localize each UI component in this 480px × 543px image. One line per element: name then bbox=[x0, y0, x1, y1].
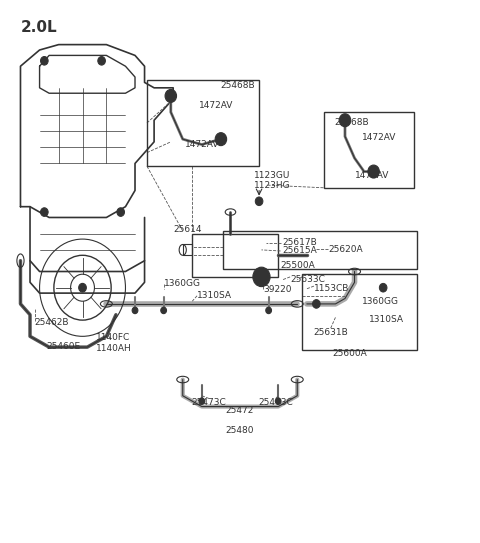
Bar bbox=[302, 274, 417, 350]
Circle shape bbox=[40, 208, 48, 217]
Circle shape bbox=[255, 197, 263, 206]
Text: 1360GG: 1360GG bbox=[164, 280, 201, 288]
Circle shape bbox=[79, 283, 86, 292]
Text: 25468B: 25468B bbox=[220, 80, 255, 90]
Text: 1140FC
1140AH: 1140FC 1140AH bbox=[96, 333, 132, 352]
Circle shape bbox=[312, 300, 320, 308]
Text: 1310SA: 1310SA bbox=[197, 291, 232, 300]
Text: 25600A: 25600A bbox=[332, 349, 367, 358]
Text: 25631B: 25631B bbox=[313, 327, 348, 337]
Text: 2.0L: 2.0L bbox=[21, 20, 57, 35]
Text: 1472AV: 1472AV bbox=[185, 140, 219, 149]
Circle shape bbox=[368, 165, 379, 178]
Text: 25462B: 25462B bbox=[35, 318, 69, 327]
Text: 1123GU
1123HG: 1123GU 1123HG bbox=[254, 171, 291, 191]
Circle shape bbox=[117, 208, 124, 217]
Text: 25460E: 25460E bbox=[47, 342, 81, 351]
Text: 1472AV: 1472AV bbox=[362, 133, 396, 142]
Circle shape bbox=[253, 267, 270, 287]
Circle shape bbox=[257, 272, 266, 282]
Text: 25615A: 25615A bbox=[282, 247, 317, 255]
Circle shape bbox=[199, 398, 204, 405]
Circle shape bbox=[98, 56, 106, 65]
Circle shape bbox=[132, 307, 138, 314]
Text: 1153CB: 1153CB bbox=[314, 285, 349, 293]
Text: 1360GG: 1360GG bbox=[362, 296, 399, 306]
Text: 25473C: 25473C bbox=[258, 397, 293, 407]
Text: 1310SA: 1310SA bbox=[369, 314, 404, 324]
Circle shape bbox=[40, 56, 48, 65]
Bar bbox=[223, 231, 417, 269]
Text: 39220: 39220 bbox=[263, 285, 291, 294]
Circle shape bbox=[339, 113, 351, 127]
Circle shape bbox=[379, 283, 387, 292]
Text: 25480: 25480 bbox=[226, 426, 254, 435]
Text: 1472AV: 1472AV bbox=[199, 100, 234, 110]
Text: 25614: 25614 bbox=[173, 225, 202, 234]
Text: 25633C: 25633C bbox=[290, 275, 325, 284]
Circle shape bbox=[276, 398, 281, 405]
Text: 25473C: 25473C bbox=[192, 397, 227, 407]
Bar bbox=[324, 112, 414, 188]
Text: 25617B: 25617B bbox=[282, 238, 317, 248]
Circle shape bbox=[165, 90, 177, 103]
Circle shape bbox=[215, 132, 227, 146]
Text: 25472: 25472 bbox=[226, 406, 254, 415]
Text: 1472AV: 1472AV bbox=[355, 172, 389, 180]
Circle shape bbox=[161, 307, 167, 314]
Text: 25500A: 25500A bbox=[281, 261, 315, 270]
Text: 25620A: 25620A bbox=[328, 245, 363, 254]
Circle shape bbox=[266, 307, 272, 314]
Text: 25468B: 25468B bbox=[335, 118, 370, 128]
Bar bbox=[192, 233, 278, 277]
Bar bbox=[147, 80, 259, 166]
